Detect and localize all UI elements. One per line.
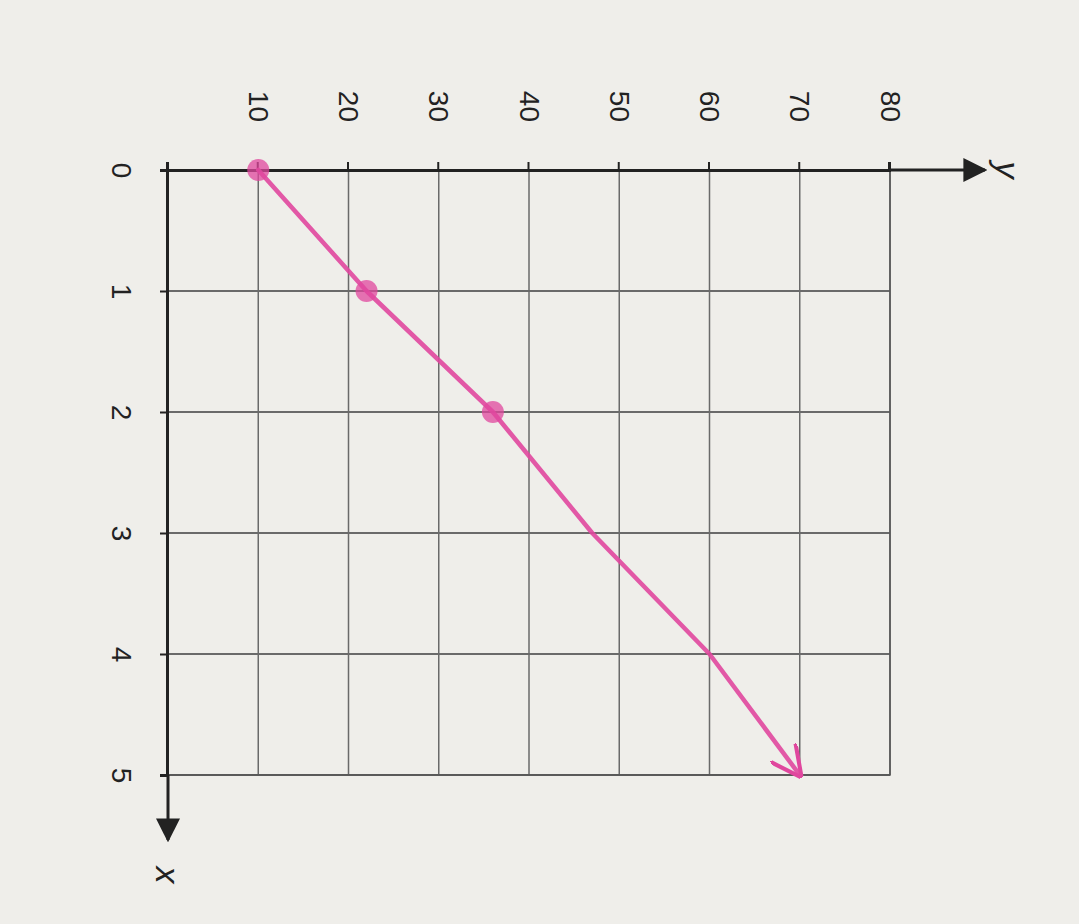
y-axis-arrow	[890, 169, 985, 172]
grid-line	[528, 170, 530, 775]
x-tick: 5	[106, 768, 168, 784]
marks	[247, 159, 800, 775]
y-tick: 60	[694, 91, 725, 170]
plot-frame	[168, 170, 890, 775]
y-tick: 50	[604, 91, 635, 170]
x-tick-mark	[160, 654, 168, 656]
x-tick: 3	[106, 526, 168, 542]
x-tick-label: 5	[106, 768, 137, 784]
x-axis-arrow	[167, 775, 170, 840]
y-tick-mark	[528, 162, 530, 170]
plot-group: 0 1 2 3 4 5 10 20 30 40 50 60 70 80 x y	[106, 91, 1027, 885]
x-tick-label: 1	[106, 284, 137, 300]
line	[258, 170, 800, 775]
x-axis-title: x	[149, 865, 187, 885]
grid-line	[709, 170, 711, 775]
y-axis-title: y	[989, 160, 1027, 181]
y-axis-line	[168, 162, 890, 171]
x-axis-line	[160, 171, 168, 776]
grid-line	[258, 170, 260, 775]
x-axis: 0 1 2 3 4 5	[106, 163, 168, 784]
y-tick-label: 50	[604, 91, 635, 122]
y-tick-label: 80	[875, 91, 906, 122]
x-tick-label: 0	[106, 163, 137, 179]
x-tick-mark	[160, 291, 168, 293]
grid-line	[438, 170, 440, 775]
x-tick: 1	[106, 284, 168, 300]
y-axis: 10 20 30 40 50 60 70 80	[168, 91, 906, 171]
y-tick: 20	[333, 91, 364, 170]
chart: 0 1 2 3 4 5 10 20 30 40 50 60 70 80 x y	[0, 0, 1079, 924]
y-tick: 30	[423, 91, 454, 170]
y-tick-label: 10	[243, 91, 274, 122]
y-tick: 70	[784, 91, 815, 170]
y-tick-mark	[618, 162, 620, 170]
y-tick-mark	[437, 162, 439, 170]
y-tick: 80	[875, 91, 906, 170]
grid-line	[619, 170, 621, 775]
grid	[168, 170, 890, 775]
y-tick-mark	[347, 162, 349, 170]
x-tick: 4	[106, 647, 168, 663]
y-tick: 40	[514, 91, 545, 170]
y-tick-label: 30	[423, 91, 454, 122]
x-tick-label: 2	[106, 405, 137, 421]
x-tick: 0	[106, 163, 168, 179]
grid-line	[348, 170, 350, 775]
y-tick-mark	[708, 162, 710, 170]
y-tick-label: 40	[514, 91, 545, 122]
y-tick-label: 60	[694, 91, 725, 122]
grid-line	[799, 170, 801, 775]
x-tick: 2	[106, 405, 168, 421]
x-tick-label: 3	[106, 526, 137, 542]
x-tick-mark	[160, 533, 168, 535]
y-tick-label: 20	[333, 91, 364, 122]
x-tick-mark	[160, 412, 168, 414]
x-tick-label: 4	[106, 647, 137, 663]
y-tick: 10	[243, 91, 274, 170]
y-tick-mark	[798, 162, 800, 170]
y-tick-label: 70	[784, 91, 815, 122]
